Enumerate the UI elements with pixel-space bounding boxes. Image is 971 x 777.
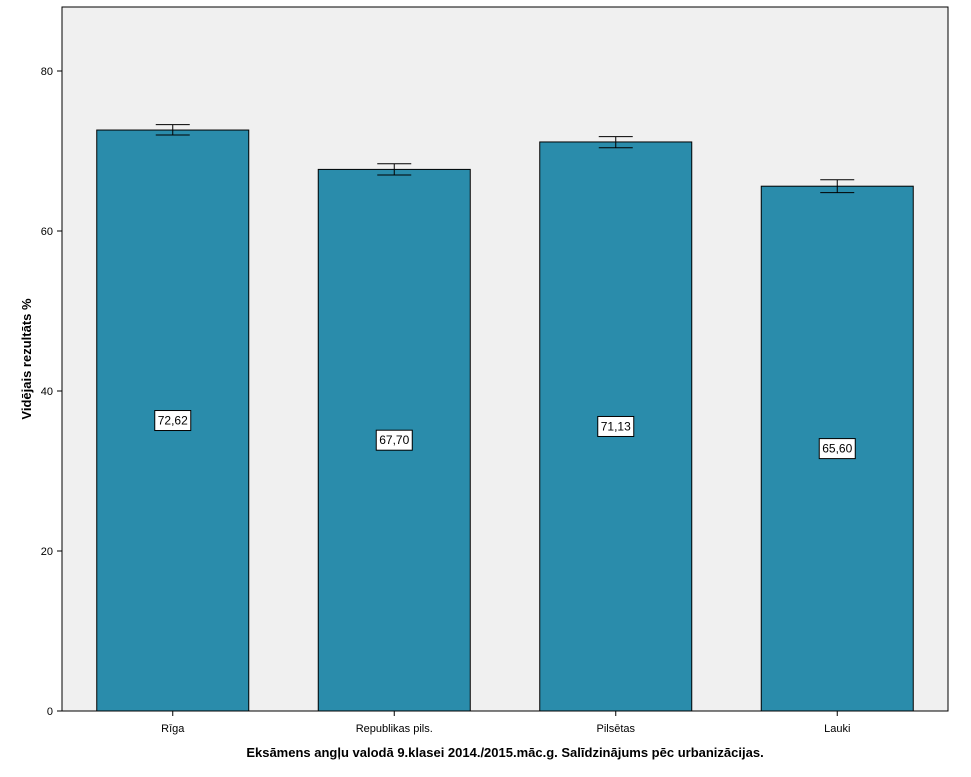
x-tick-label: Lauki xyxy=(824,723,850,735)
y-tick-label: 40 xyxy=(41,386,53,398)
x-tick-label: Republikas pils. xyxy=(356,723,433,735)
svg-text:72,62: 72,62 xyxy=(158,414,188,428)
svg-text:71,13: 71,13 xyxy=(601,419,631,433)
data-label-3: 65,60 xyxy=(818,438,856,460)
error-bars-group xyxy=(155,124,855,194)
x-axis: Rīga Republikas pils. Pilsētas Lauki xyxy=(161,711,850,735)
y-axis: 0 20 40 60 80 xyxy=(41,66,62,718)
x-tick-label: Pilsētas xyxy=(596,723,635,735)
y-tick-label: 20 xyxy=(41,546,53,558)
svg-text:67,70: 67,70 xyxy=(379,433,409,447)
data-labels-group: 72,62 67,70 71,13 65,60 xyxy=(154,410,856,460)
error-bar-3 xyxy=(820,179,855,194)
y-axis-title: Vidējais rezultāts % xyxy=(19,298,34,420)
error-bar-1 xyxy=(377,163,412,176)
y-tick-label: 60 xyxy=(41,226,53,238)
y-tick-label: 80 xyxy=(41,66,53,78)
y-tick-label: 0 xyxy=(47,706,53,718)
data-label-2: 71,13 xyxy=(597,415,635,437)
x-tick-label: Rīga xyxy=(161,723,185,735)
x-axis-title: Eksāmens angļu valodā 9.klasei 2014./201… xyxy=(246,745,763,760)
data-label-0: 72,62 xyxy=(154,410,192,432)
svg-text:65,60: 65,60 xyxy=(822,442,852,456)
data-label-1: 67,70 xyxy=(375,429,413,451)
error-bar-0 xyxy=(155,124,190,136)
error-bar-2 xyxy=(598,136,633,149)
